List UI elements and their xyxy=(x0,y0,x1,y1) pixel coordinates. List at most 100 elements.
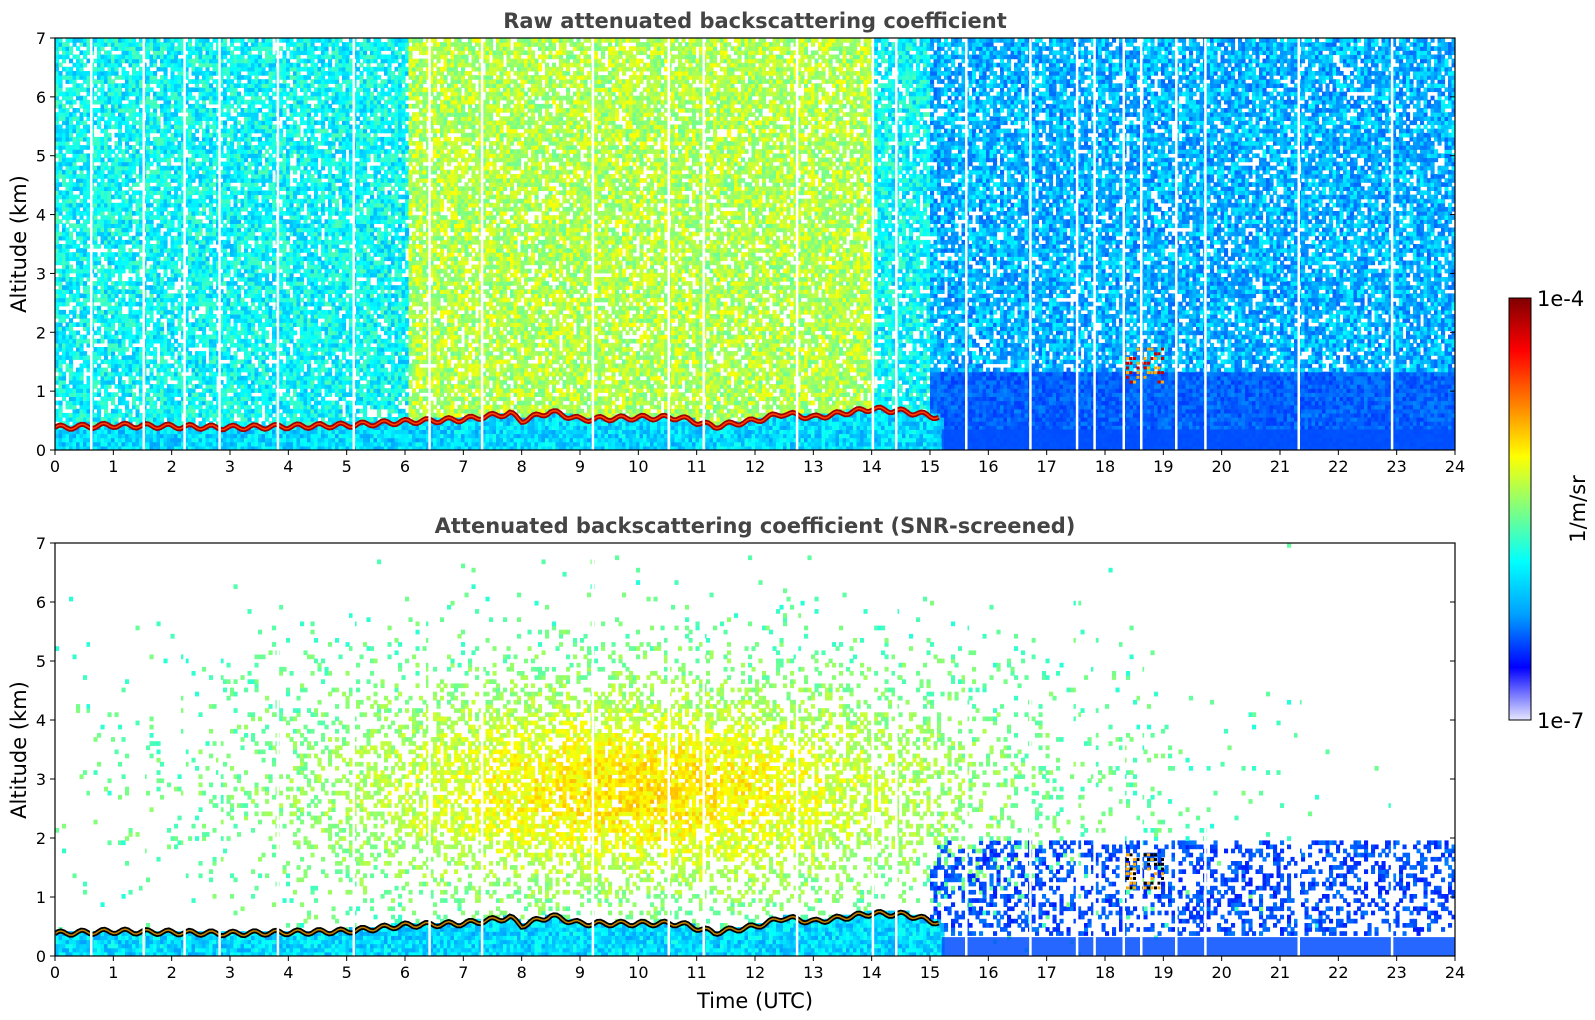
field-cell xyxy=(269,401,273,406)
field-cell xyxy=(62,112,66,117)
field-cell xyxy=(160,322,164,327)
field-cell xyxy=(209,368,213,373)
field-cell xyxy=(255,59,259,64)
field-cell xyxy=(59,384,63,389)
field-cell xyxy=(199,116,203,121)
field-cell xyxy=(258,42,262,47)
field-cell xyxy=(111,417,115,422)
field-cell xyxy=(87,265,91,270)
field-cell xyxy=(59,248,63,253)
field-cell xyxy=(199,219,203,224)
field-cell xyxy=(111,149,115,154)
field-cell xyxy=(192,376,196,381)
field-cell xyxy=(153,59,157,64)
field-cell xyxy=(83,133,87,138)
field-cell xyxy=(55,417,59,422)
field-cell xyxy=(97,158,101,163)
field-cell xyxy=(55,223,59,228)
field-cell xyxy=(230,207,234,212)
field-cell xyxy=(55,293,59,298)
field-cell xyxy=(87,273,91,278)
field-cell xyxy=(164,112,168,117)
field-cell xyxy=(188,108,192,113)
field-cell xyxy=(244,67,248,72)
field-cell xyxy=(62,326,66,331)
field-cell xyxy=(251,129,255,134)
field-cell xyxy=(73,384,77,389)
field-cell xyxy=(111,409,115,414)
field-cell xyxy=(153,405,157,410)
field-cell xyxy=(125,331,129,336)
field-cell xyxy=(167,293,171,298)
field-cell xyxy=(146,112,150,117)
field-cell xyxy=(258,46,262,51)
field-cell xyxy=(115,405,119,410)
field-cell xyxy=(213,50,217,55)
field-cell xyxy=(262,153,266,158)
field-cell xyxy=(192,388,196,393)
field-cell xyxy=(118,170,122,175)
field-cell xyxy=(139,392,143,397)
field-cell xyxy=(104,182,108,187)
field-cell xyxy=(132,376,136,381)
field-cell xyxy=(153,112,157,117)
field-cell xyxy=(202,314,206,319)
field-cell xyxy=(248,215,252,220)
field-cell xyxy=(55,125,59,130)
field-cell xyxy=(108,145,112,150)
field-cell xyxy=(213,355,217,360)
field-cell xyxy=(174,87,178,92)
field-cell xyxy=(73,38,77,43)
field-cell xyxy=(223,232,227,237)
field-cell xyxy=(244,178,248,183)
field-cell xyxy=(150,244,154,249)
field-cell xyxy=(206,141,210,146)
field-cell xyxy=(171,318,175,323)
field-cell xyxy=(108,372,112,377)
field-cell xyxy=(101,71,105,76)
field-cell xyxy=(150,55,154,60)
field-cell xyxy=(80,182,84,187)
field-cell xyxy=(73,158,77,163)
field-cell xyxy=(80,228,84,233)
field-cell xyxy=(251,223,255,228)
field-cell xyxy=(83,104,87,109)
field-cell xyxy=(244,310,248,315)
field-cell xyxy=(265,141,269,146)
field-cell xyxy=(223,347,227,352)
field-cell xyxy=(251,261,255,266)
field-cell xyxy=(251,203,255,208)
field-cell xyxy=(73,314,77,319)
field-cell xyxy=(241,42,245,47)
field-cell xyxy=(262,401,266,406)
field-cell xyxy=(104,195,108,200)
field-cell xyxy=(195,285,199,290)
field-cell xyxy=(262,125,266,130)
field-cell xyxy=(241,112,245,117)
field-cell xyxy=(195,392,199,397)
field-cell xyxy=(223,129,227,134)
field-cell xyxy=(146,50,150,55)
field-cell xyxy=(115,335,119,340)
field-cell xyxy=(118,384,122,389)
field-cell xyxy=(258,190,262,195)
field-cell xyxy=(262,190,266,195)
field-cell xyxy=(209,50,213,55)
field-cell xyxy=(160,396,164,401)
field-cell xyxy=(227,298,231,303)
field-cell xyxy=(178,120,182,125)
field-cell xyxy=(139,256,143,261)
field-cell xyxy=(59,434,63,439)
field-cell xyxy=(87,125,91,130)
field-cell xyxy=(202,203,206,208)
field-cell xyxy=(227,149,231,154)
field-cell xyxy=(262,310,266,315)
field-cell xyxy=(213,211,217,216)
field-cell xyxy=(223,355,227,360)
field-cell xyxy=(174,244,178,249)
field-cell xyxy=(80,293,84,298)
field-cell xyxy=(164,71,168,76)
field-cell xyxy=(269,322,273,327)
field-cell xyxy=(55,211,59,216)
field-cell xyxy=(248,277,252,282)
